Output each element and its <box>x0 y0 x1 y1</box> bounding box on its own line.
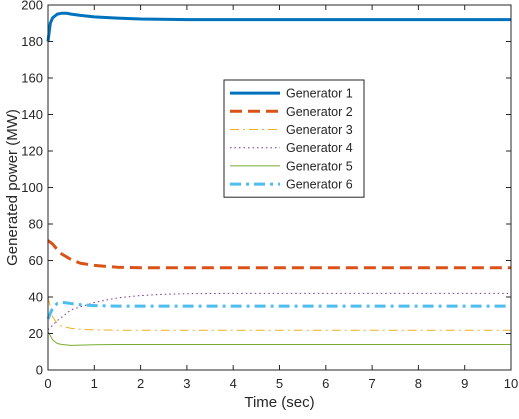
x-axis-title: Time (sec) <box>244 394 314 411</box>
y-tick-label: 60 <box>29 253 43 268</box>
x-tick-label: 3 <box>183 376 190 391</box>
series-line-generator-2 <box>47 239 511 270</box>
series-line-generator-1 <box>46 11 511 42</box>
y-tick-label: 120 <box>21 144 43 159</box>
y-tick-label: 0 <box>36 363 43 378</box>
series-line-generator-4 <box>47 292 511 331</box>
legend-label: Generator 1 <box>286 87 353 101</box>
legend-label: Generator 5 <box>286 159 353 173</box>
legend-label: Generator 4 <box>286 141 353 155</box>
legend-label: Generator 3 <box>286 123 353 137</box>
y-tick-label: 100 <box>21 180 43 195</box>
x-tick-label: 7 <box>368 376 375 391</box>
y-axis: 0 20 40 60 80 100 120 140 160 180 200 <box>21 0 511 378</box>
x-tick-label: 1 <box>91 376 98 391</box>
series-lines <box>46 11 511 346</box>
y-tick-label: 180 <box>21 34 43 49</box>
legend-box <box>223 79 365 198</box>
y-tick-label: 160 <box>21 71 43 86</box>
series-line-generator-5 <box>47 331 511 346</box>
y-tick-label: 40 <box>29 290 43 305</box>
y-tick-label: 200 <box>21 0 43 13</box>
y-tick-label: 80 <box>29 217 43 232</box>
x-tick-label: 6 <box>322 376 329 391</box>
y-tick-label: 140 <box>21 107 43 122</box>
x-tick-label: 4 <box>230 376 237 391</box>
legend-label: Generator 2 <box>286 105 353 119</box>
x-tick-label: 2 <box>137 376 144 391</box>
x-axis: 0 1 2 3 4 5 6 7 8 9 10 <box>44 5 518 391</box>
x-tick-label: 9 <box>461 376 468 391</box>
series-line-generator-3 <box>47 296 511 331</box>
y-tick-label: 20 <box>29 326 43 341</box>
x-tick-label: 8 <box>415 376 422 391</box>
x-tick-label: 0 <box>44 376 51 391</box>
x-tick-label: 5 <box>276 376 283 391</box>
legend: Generator 1 Generator 2 Generator 3 Generat… <box>223 79 365 198</box>
legend-label: Generator 6 <box>286 178 353 192</box>
x-tick-label: 10 <box>504 376 518 391</box>
y-axis-title: Generated power (MW) <box>4 109 21 266</box>
series-line-generator-6 <box>46 300 511 320</box>
